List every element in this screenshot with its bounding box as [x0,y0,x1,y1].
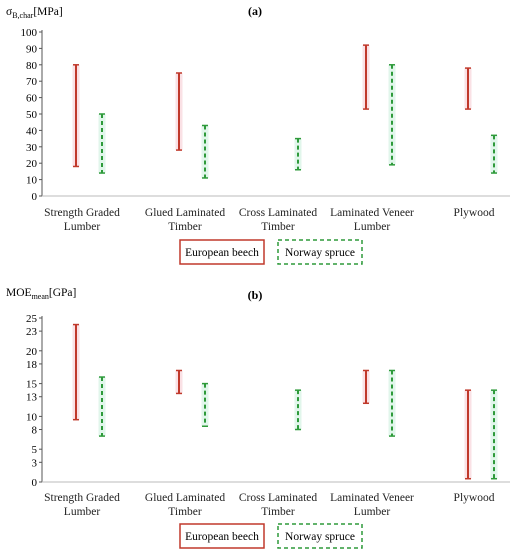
y-tick-label: 8 [32,425,38,437]
y-tick-label: 40 [26,125,38,137]
panel-a-title: (a) [248,4,262,18]
legend-spruce-box [277,523,363,549]
y-tick-label: 18 [26,359,38,371]
range-halo [490,135,498,174]
legend-beech-box [179,239,265,265]
y-tick-label: 20 [26,346,38,358]
beech-range-1 [175,72,183,151]
beech-range-3 [362,369,370,405]
y-tick-label: 3 [32,457,38,469]
beech-range-0 [72,64,80,168]
y-tick-label: 60 [26,93,38,105]
panel-a: σB,char[MPa] (a) 0102030405060708090100 … [6,4,510,265]
category-label: Glued Laminated Timber [145,492,225,518]
spruce-range-0 [98,376,106,437]
y-tick-label: 13 [26,392,38,404]
legend-beech-box [179,523,265,549]
panel-a-marks [72,44,498,179]
y-tick-label: 90 [26,43,38,55]
panel-a-ylabel: σB,char[MPa] [6,6,63,20]
y-tick-label: 70 [26,76,38,88]
y-tick-label: 50 [26,109,38,121]
beech-range-1 [175,369,183,395]
category-label: Cross Laminated Timber [239,207,317,233]
spruce-range-2 [294,137,302,171]
y-tick-label: 25 [26,313,38,325]
category-label: Cross Laminated Timber [239,492,317,518]
beech-range-0 [72,323,80,421]
y-tick-label: 80 [26,60,38,72]
panel-a-axis: 0 10 20 30 40 50 60 70 80 90 100 [21,27,510,203]
category-label: Laminated Veneer Lumber [330,492,414,518]
spruce-range-2 [294,389,302,431]
panel-b-ylabel: MOEmean[GPa] [6,287,76,301]
legend-spruce-box [277,239,363,265]
panel-b-category-labels: Strength Graded Lumber Glued Laminated Timb… [44,492,495,518]
category-label: Plywood [454,207,495,219]
y-tick-label: 5 [32,444,38,456]
range-halo [201,125,209,178]
y-tick-label: 10 [26,411,38,423]
range-halo [294,390,302,430]
y-tick-label: 15 [26,379,38,391]
spruce-range-0 [98,113,106,174]
spruce-range-1 [201,382,209,427]
spruce-range-1 [201,124,209,179]
legend-beech-label: European beech [185,247,259,259]
category-label: Strength Graded Lumber [44,492,120,518]
panel-b-marks [72,323,498,480]
panel-b-title: (b) [248,288,263,302]
y-tick-label: 23 [26,326,38,338]
spruce-range-3 [388,64,396,166]
spruce-range-4 [490,134,498,174]
spruce-range-3 [388,369,396,437]
beech-range-4 [464,67,472,110]
legend-beech-label: European beech [185,531,259,543]
y-tick-label: 0 [32,477,38,489]
category-label: Glued Laminated Timber [145,207,225,233]
y-tick-label: 30 [26,142,38,154]
category-label: Laminated Veneer Lumber [330,207,414,233]
category-label: Strength Graded Lumber [44,207,120,233]
legend-spruce-label: Norway spruce [285,247,355,259]
panel-b-legend: European beech Norway spruce [179,523,363,549]
panel-a-legend: European beech Norway spruce [179,239,363,265]
category-label: Plywood [454,492,495,504]
beech-range-4 [464,389,472,480]
spruce-range-4 [490,389,498,480]
y-tick-label: 20 [26,158,38,170]
y-tick-label: 100 [21,27,38,39]
panel-a-category-labels: Strength Graded Lumber Glued Laminated Timb… [44,207,495,233]
legend-spruce-label: Norway spruce [285,531,355,543]
beech-range-3 [362,44,370,110]
y-tick-label: 0 [32,191,38,203]
range-halo [388,370,396,437]
y-tick-label: 10 [26,175,38,187]
